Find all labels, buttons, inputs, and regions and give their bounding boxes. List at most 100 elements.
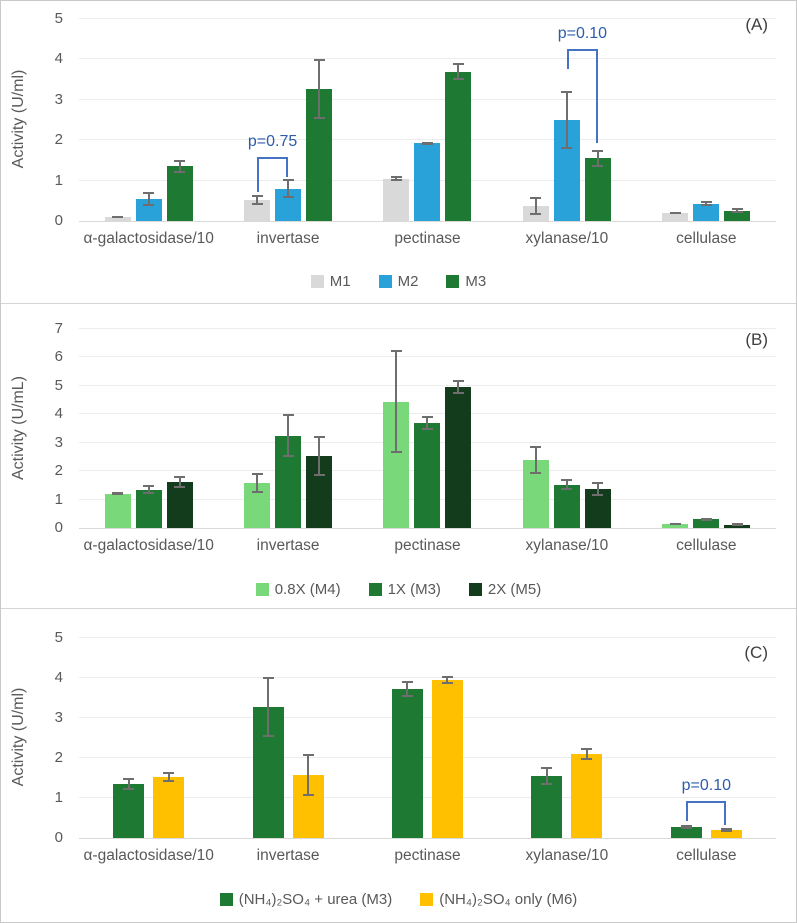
bar-slot	[414, 19, 441, 221]
bar	[662, 212, 689, 221]
x-category-label: invertase	[256, 230, 320, 247]
bar-group	[79, 638, 218, 838]
error-bar	[596, 149, 599, 168]
gridline	[79, 328, 776, 329]
error-bar-cap-top	[143, 191, 155, 194]
bar	[104, 216, 131, 221]
panel-label: (A)	[745, 15, 768, 34]
p-value-label: p=0.10	[557, 25, 608, 43]
error-bar-cap-top	[174, 160, 186, 163]
error-bar	[147, 485, 150, 494]
legend-swatch	[446, 275, 460, 288]
error-bar-cap-top	[592, 149, 604, 152]
y-axis-title: Activity (U/mL)	[10, 375, 27, 480]
error-bar-cap-bottom	[313, 474, 325, 477]
y-tick-label: 1	[54, 490, 63, 508]
bar	[571, 754, 603, 838]
gridline	[79, 717, 776, 718]
bar	[553, 484, 580, 528]
legend-label: M3	[465, 273, 487, 290]
plot-area	[79, 328, 776, 529]
bar-slot	[292, 638, 324, 838]
error-bar-cap-top	[302, 753, 314, 756]
error-bar-cap-bottom	[452, 392, 464, 395]
x-category-label: pectinase	[394, 847, 461, 864]
bracket-leg-right	[724, 802, 727, 825]
error-bar-cap-bottom	[452, 78, 464, 81]
error-bar	[446, 676, 449, 684]
error-bar-cap-bottom	[669, 212, 681, 215]
x-axis-category-labels: α-galactosidase/10 invertase pectinase xyla…	[79, 847, 776, 865]
legend-swatch	[310, 275, 324, 288]
x-category-label: invertase	[256, 847, 320, 864]
significance-bracket	[257, 157, 289, 193]
bar	[584, 158, 611, 221]
error-bar-cap-bottom	[282, 454, 294, 457]
bar-slot	[724, 329, 751, 528]
error-bar-cap-top	[541, 767, 553, 770]
y-tick-label: 5	[54, 629, 63, 646]
error-bar-cap-bottom	[112, 493, 124, 496]
legend-label: M2	[397, 273, 419, 290]
error-bar	[287, 414, 290, 457]
error-bar-cap-bottom	[123, 788, 135, 790]
bar-slot	[445, 329, 472, 528]
bracket-leg-right	[286, 158, 289, 177]
bar-slot	[431, 638, 463, 838]
legend-swatch	[255, 583, 269, 596]
legend-swatch	[378, 275, 392, 288]
plot-area: p=0.10	[79, 637, 776, 839]
error-bar-cap-bottom	[251, 491, 263, 494]
x-category-label: pectinase	[394, 230, 461, 247]
error-bar-cap-top	[313, 58, 325, 61]
x-category-label: α-galactosidase/10	[83, 230, 214, 247]
error-bar-cap-top	[720, 828, 732, 831]
error-bar-cap-top	[282, 179, 294, 182]
error-bar-cap-bottom	[390, 450, 402, 453]
y-tick-label: 1	[54, 789, 63, 806]
legend-label: 2X (M5)	[487, 581, 542, 598]
bar-slot	[383, 329, 410, 528]
error-bar	[457, 62, 460, 81]
error-bar-cap-bottom	[561, 488, 573, 491]
y-tick-label: 4	[54, 669, 63, 686]
p-value-label: p=0.75	[247, 133, 298, 151]
error-bar-cap-bottom	[720, 829, 732, 832]
error-bar-cap-bottom	[731, 523, 743, 526]
legend-label: (NH₄)₂SO₄ + urea (M3)	[238, 891, 393, 908]
bar	[104, 493, 131, 528]
error-bar-cap-top	[401, 681, 413, 684]
y-tick-label: 0	[54, 829, 63, 846]
bar	[445, 71, 472, 221]
p-value-label: p=0.10	[681, 777, 731, 795]
panel-label: (B)	[745, 330, 768, 349]
y-tick-label: 6	[54, 348, 63, 366]
error-bar-cap-top	[530, 445, 542, 448]
x-axis-category-labels: α-galactosidase/10 invertase pectinase xyla…	[79, 537, 776, 555]
error-bar-cap-bottom	[174, 486, 186, 489]
legend-item: 0.8X (M4)	[255, 581, 341, 598]
bar	[693, 519, 720, 528]
bar-slot	[383, 19, 410, 221]
legend-item: 2X (M5)	[468, 581, 542, 598]
y-tick-label: 2	[54, 131, 63, 149]
y-axis: 0 1 2 3 4 5	[41, 10, 69, 229]
error-bar-cap-bottom	[581, 758, 593, 760]
bar	[166, 481, 193, 528]
bar	[383, 178, 410, 221]
bar-slot	[553, 329, 580, 528]
gridline	[79, 356, 776, 358]
gridline	[79, 98, 776, 100]
legend-item: M2	[378, 273, 419, 290]
bar-slot	[693, 329, 720, 528]
bar-slot	[662, 329, 689, 528]
gridline	[79, 58, 776, 60]
bar-slot	[104, 329, 131, 528]
bar-group	[637, 329, 776, 528]
bar	[135, 489, 162, 528]
error-bar-cap-top	[313, 436, 325, 439]
bar-slot	[275, 329, 302, 528]
error-bar	[545, 767, 548, 785]
bar-group	[218, 19, 357, 221]
y-axis: 0 1 2 3 4 5	[41, 629, 69, 846]
